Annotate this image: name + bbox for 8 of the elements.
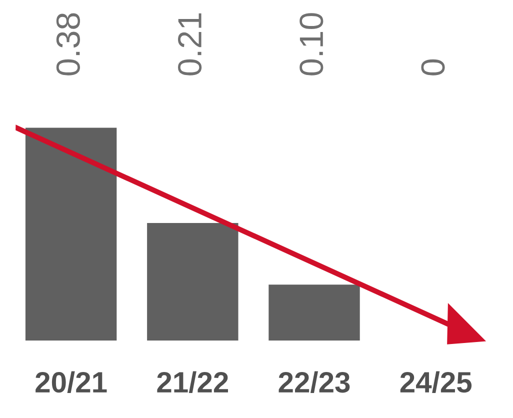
x-tick-label: 24/25 <box>400 371 472 393</box>
data-label: 0.21 <box>178 13 202 76</box>
data-label: 0 <box>421 59 445 76</box>
x-tick-label: 20/21 <box>36 371 107 393</box>
data-label: 0.10 <box>300 13 324 76</box>
x-tick-label: 22/23 <box>278 371 350 393</box>
data-label: 0.38 <box>56 13 80 76</box>
x-tick-label: 21/22 <box>157 371 228 393</box>
